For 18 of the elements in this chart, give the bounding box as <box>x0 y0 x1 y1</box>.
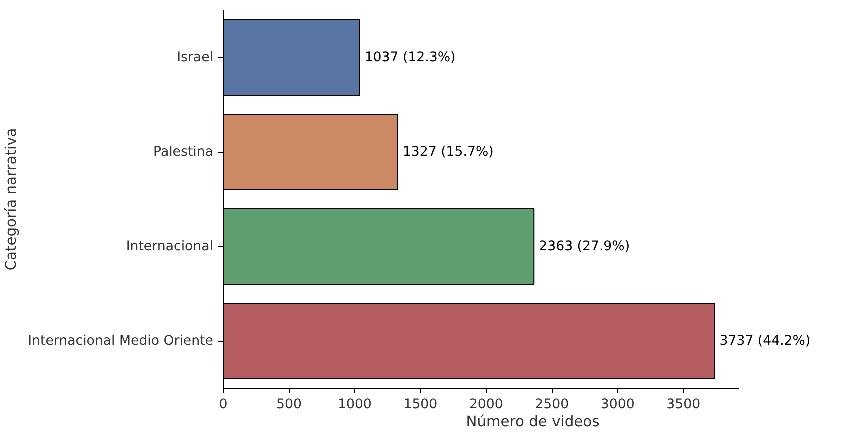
x-tick-label: 0 <box>219 398 228 412</box>
y-tick-label: Israel <box>177 50 214 66</box>
data-label: 3737 (44.2%) <box>720 334 811 349</box>
x-tick-label: 1500 <box>404 398 438 412</box>
data-label: 1327 (15.7%) <box>402 144 494 160</box>
x-tick-label: 1000 <box>338 398 372 412</box>
x-tick-label: 2500 <box>535 398 570 412</box>
x-tick-label: 3500 <box>666 398 701 412</box>
y-axis-title: Categoría narrativa <box>3 128 20 271</box>
y-tick-label: Internacional <box>126 239 214 254</box>
y-tick-label: Palestina <box>154 144 214 160</box>
x-axis-title: Número de videos <box>466 414 600 430</box>
x-tick-label: 500 <box>276 398 302 412</box>
data-label: 2363 (27.9%) <box>539 239 630 254</box>
y-tick-label: Internacional Medio Oriente <box>28 334 214 349</box>
data-label: 1037 (12.3%) <box>364 50 456 66</box>
x-tick-label: 2000 <box>469 398 504 412</box>
x-tick-label: 3000 <box>600 398 635 412</box>
